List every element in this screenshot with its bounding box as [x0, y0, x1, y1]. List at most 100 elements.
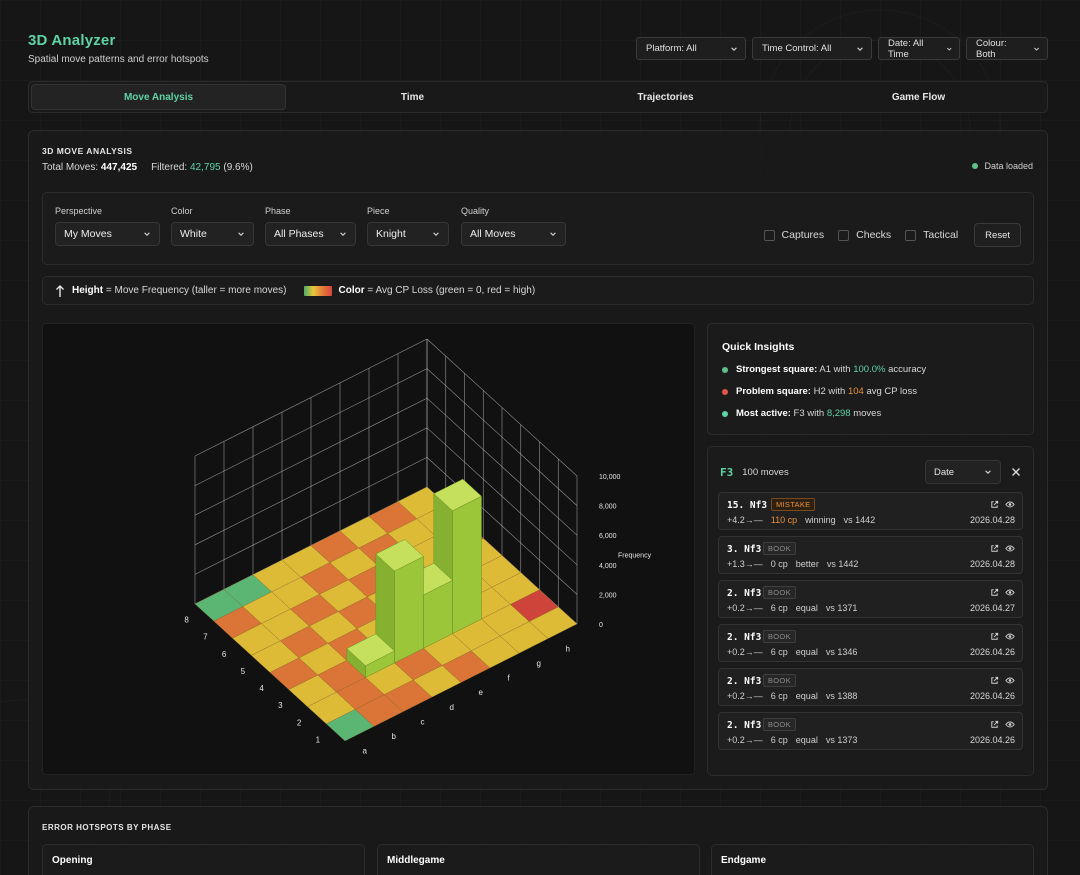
insight-text: Most active: F3 with 8,298 moves	[736, 408, 881, 419]
move-card[interactable]: 2. Nf3 BOOK +0.2→— 6 cp equal vs 1373 20…	[718, 712, 1023, 750]
eye-icon[interactable]	[1005, 500, 1015, 509]
move-card[interactable]: 15. Nf3 MISTAKE +4.2→— 110 cp winning vs…	[718, 492, 1023, 530]
move-actions	[990, 676, 1015, 685]
tab-time[interactable]: Time	[400, 91, 425, 103]
move-san: 2. Nf3	[727, 676, 762, 687]
external-link-icon[interactable]	[990, 676, 999, 685]
reset-button[interactable]: Reset	[974, 223, 1021, 247]
move-eval: +1.3→—	[727, 559, 763, 569]
external-link-icon[interactable]	[990, 632, 999, 641]
move-opponent: vs 1373	[825, 735, 858, 745]
move-quality-badge: BOOK	[763, 586, 796, 599]
move-card[interactable]: 2. Nf3 BOOK +0.2→— 6 cp equal vs 1346 20…	[718, 624, 1023, 662]
insight-most-active: Most active: F3 with 8,298 moves	[722, 408, 881, 419]
color-select[interactable]: White	[171, 222, 254, 246]
rank-label: 3	[278, 701, 283, 710]
tab-trajectories[interactable]: Trajectories	[637, 91, 694, 103]
rank-label: 8	[184, 616, 189, 625]
move-cp-loss: 110 cp	[770, 515, 798, 525]
sort-select[interactable]: Date	[925, 460, 1001, 484]
grid-line	[194, 427, 578, 566]
file-label: h	[566, 644, 570, 653]
tactical-box[interactable]	[905, 229, 917, 241]
move-date: 2026.04.26	[969, 735, 1015, 745]
panel-title: 3D MOVE ANALYSIS	[42, 146, 133, 156]
move-opponent: vs 1371	[825, 603, 858, 613]
move-card[interactable]: 2. Nf3 BOOK +0.2→— 6 cp equal vs 1371 20…	[718, 580, 1023, 618]
tactical-label: Tactical	[923, 229, 959, 241]
move-details: +0.2→— 6 cp equal vs 1371	[727, 603, 857, 613]
perspective-select[interactable]: My Moves	[55, 222, 160, 246]
quality-select[interactable]: All Moves	[461, 222, 566, 246]
insight-post: avg CP loss	[866, 386, 917, 397]
quality-label: Quality	[461, 206, 490, 216]
eye-icon[interactable]	[1005, 676, 1015, 685]
external-link-icon[interactable]	[990, 720, 999, 729]
chevron-down-icon	[1033, 47, 1039, 51]
eye-icon[interactable]	[1005, 588, 1015, 597]
filtered-value: 42,795	[189, 162, 221, 173]
phase-select[interactable]: All Phases	[265, 222, 356, 246]
color-gradient-swatch	[303, 285, 332, 296]
close-icon[interactable]	[1011, 467, 1021, 477]
tactical-checkbox[interactable]: Tactical	[905, 229, 958, 241]
tab-move-analysis[interactable]: Move Analysis	[31, 84, 286, 110]
colour-filter[interactable]: Colour: Both	[966, 37, 1048, 60]
piece-select[interactable]: Knight	[367, 222, 449, 246]
move-card[interactable]: 2. Nf3 BOOK +0.2→— 6 cp equal vs 1388 20…	[718, 668, 1023, 706]
app-title: 3D Analyzer	[28, 32, 116, 49]
file-label: a	[363, 747, 368, 756]
chevron-down-icon	[550, 232, 556, 236]
insight-dot	[722, 366, 728, 373]
eye-icon[interactable]	[1005, 544, 1015, 553]
error-hotspots-panel: ERROR HOTSPOTS BY PHASE Opening Middlega…	[28, 806, 1048, 875]
chevron-down-icon	[985, 470, 991, 474]
move-eval: +0.2→—	[727, 735, 763, 745]
sort-value: Date	[934, 466, 955, 478]
bar-front-face	[394, 556, 424, 664]
move-opponent: vs 1442	[843, 515, 876, 525]
height-key: Height	[72, 285, 104, 296]
move-cp-loss: 0 cp	[770, 559, 788, 569]
color-label: Color	[171, 206, 193, 216]
eye-icon[interactable]	[1005, 632, 1015, 641]
color-key: Color	[338, 285, 365, 296]
chart-svg[interactable]: 0 2,000 4,000 6,000 8,000 10,000 Frequency a b c d…	[43, 324, 695, 775]
captures-checkbox[interactable]: Captures	[763, 229, 824, 241]
external-link-icon[interactable]	[990, 544, 999, 553]
grid-line	[194, 338, 578, 477]
perspective-group: Perspective My Moves	[55, 206, 160, 246]
eye-icon[interactable]	[1005, 720, 1015, 729]
z-tick-label: 10,000	[599, 474, 621, 481]
frequency-3d-chart[interactable]: 0 2,000 4,000 6,000 8,000 10,000 Frequency a b c d…	[42, 323, 695, 775]
status-dot	[972, 163, 979, 169]
phase-card-opening: Opening	[42, 844, 365, 875]
tab-game-flow[interactable]: Game Flow	[891, 91, 946, 103]
checks-checkbox[interactable]: Checks	[838, 229, 891, 241]
insight-text: Problem square: H2 with 104 avg CP loss	[736, 386, 917, 397]
phase-group: Phase All Phases	[265, 206, 356, 246]
move-result: equal	[795, 603, 818, 613]
z-tick-label: 4,000	[599, 563, 617, 570]
time-control-filter[interactable]: Time Control: All	[752, 37, 872, 60]
external-link-icon[interactable]	[990, 500, 999, 509]
move-details: +0.2→— 6 cp equal vs 1346	[727, 647, 857, 657]
move-date: 2026.04.26	[969, 647, 1015, 657]
analysis-controls: Perspective My Moves Color White Phase A…	[42, 192, 1034, 265]
quality-value: All Moves	[470, 228, 516, 240]
color-legend: Color = Avg CP Loss (green = 0, red = hi…	[339, 285, 536, 296]
square-moves-panel: F3 100 moves Date 15. Nf3 MISTAKE +4.2→—…	[707, 446, 1034, 776]
tab-bar: Move Analysis Time Trajectories Game Flo…	[28, 81, 1048, 113]
file-label: e	[479, 688, 484, 697]
date-filter[interactable]: Date: All Time	[878, 37, 960, 60]
file-label: c	[421, 717, 425, 726]
insight-value: 104	[847, 386, 864, 397]
z-tick-label: 0	[599, 622, 603, 629]
checks-box[interactable]	[838, 229, 850, 241]
chevron-down-icon	[144, 232, 150, 236]
move-card[interactable]: 3. Nf3 BOOK +1.3→— 0 cp better vs 1442 2…	[718, 536, 1023, 574]
rank-label: 5	[241, 667, 246, 676]
captures-box[interactable]	[763, 229, 775, 241]
platform-filter[interactable]: Platform: All	[636, 37, 746, 60]
external-link-icon[interactable]	[990, 588, 999, 597]
